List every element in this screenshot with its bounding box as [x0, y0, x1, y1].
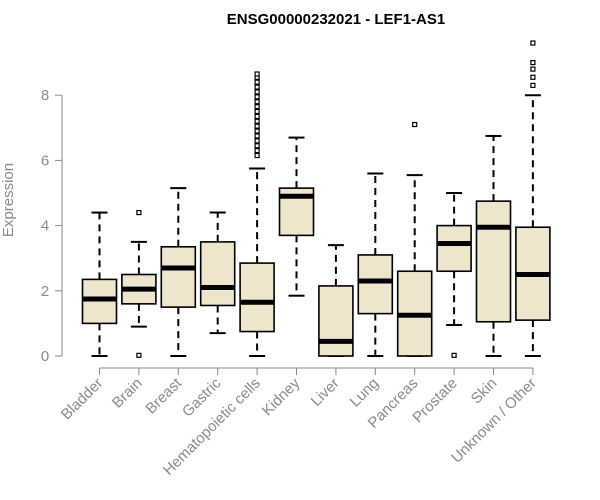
box-gastric — [199, 211, 236, 335]
outlier-point — [254, 104, 260, 110]
box-pancreas — [396, 121, 433, 357]
outlier-point — [136, 352, 142, 358]
outlier-point — [530, 40, 536, 46]
outlier-point — [136, 209, 142, 216]
box-brain — [121, 209, 157, 358]
outlier-point — [254, 128, 260, 134]
outlier-point — [530, 59, 536, 66]
outlier-point — [254, 123, 260, 129]
y-tick-label: 6 — [41, 152, 49, 169]
x-tick-label: Liver — [308, 375, 343, 410]
box-skin — [475, 134, 512, 357]
outlier-point — [254, 148, 260, 154]
y-tick-label: 8 — [41, 87, 49, 104]
outlier-point — [254, 99, 260, 105]
box-iqr — [318, 285, 354, 357]
box-iqr — [436, 224, 472, 273]
x-tick-label: Brain — [109, 375, 146, 412]
box-kidney — [278, 136, 315, 297]
x-tick-label: Bladder — [58, 375, 107, 424]
outlier-point — [254, 133, 260, 139]
box-series — [81, 40, 551, 358]
box-iqr — [239, 262, 275, 333]
x-tick-label: Skin — [468, 375, 501, 408]
box-liver — [318, 244, 354, 357]
outlier-point — [254, 71, 260, 77]
x-tick-label: Lung — [347, 375, 383, 411]
outlier-point — [530, 74, 536, 80]
box-unknown-other — [515, 40, 551, 357]
y-tick-label: 2 — [41, 283, 49, 300]
y-axis-label: Expression — [0, 163, 17, 237]
box-iqr — [199, 241, 236, 307]
box-hematopoietic-cells — [239, 71, 275, 357]
outlier-point — [254, 89, 260, 95]
box-iqr — [160, 245, 197, 308]
outlier-point — [530, 82, 536, 89]
box-breast — [160, 187, 197, 357]
outlier-point — [412, 121, 418, 128]
outlier-point — [254, 143, 260, 149]
box-bladder — [81, 211, 118, 357]
outlier-point — [254, 138, 260, 144]
box-prostate — [436, 192, 472, 358]
y-axis: 0 2 4 6 8 — [41, 87, 63, 365]
outlier-point — [451, 352, 457, 358]
outlier-point — [254, 79, 260, 85]
box-iqr — [475, 200, 512, 323]
box-iqr — [357, 254, 394, 315]
y-tick-label: 4 — [41, 218, 49, 235]
outlier-point — [254, 118, 260, 124]
y-tick-label: 0 — [41, 348, 49, 365]
outlier-point — [254, 84, 260, 90]
outlier-point — [254, 94, 260, 100]
x-tick-label: Breast — [142, 374, 185, 417]
outlier-point — [254, 108, 260, 115]
outlier-point — [254, 152, 260, 159]
x-tick-label: Kidney — [259, 374, 304, 419]
outlier-point — [254, 113, 260, 119]
chart-title: ENSG00000232021 - LEF1-AS1 — [227, 11, 445, 28]
outlier-point — [530, 66, 536, 72]
box-lung — [357, 172, 394, 357]
